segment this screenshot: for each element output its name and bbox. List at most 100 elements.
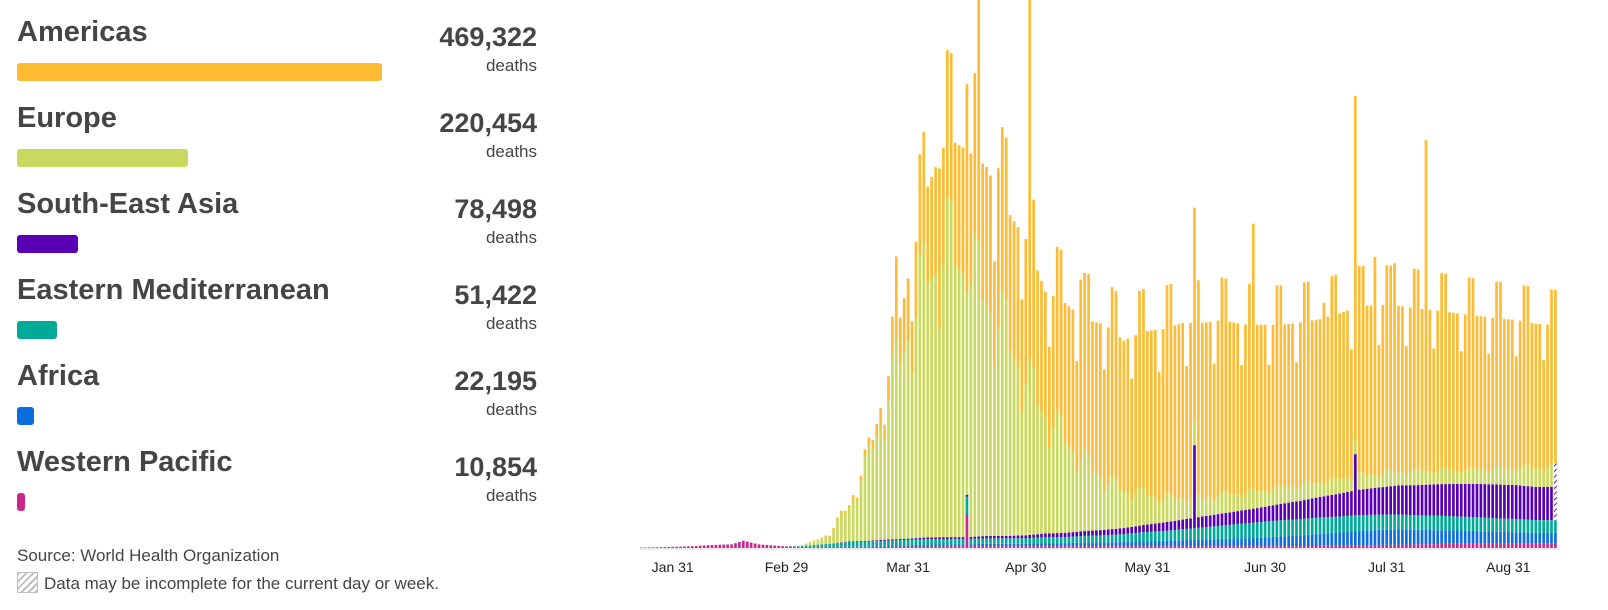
bar-em-day-92 <box>914 539 918 546</box>
bar-eu-day-216 <box>1401 472 1404 486</box>
region-unit: deaths <box>485 486 537 505</box>
bar-eu-day-138 <box>1095 474 1098 531</box>
bar-am-day-66 <box>812 540 816 542</box>
bar-em-day-164 <box>1197 527 1200 540</box>
bar-eu-day-175 <box>1240 497 1243 511</box>
bar-sea-day-232 <box>1463 483 1467 517</box>
bar-sea-day-115 <box>1004 535 1008 539</box>
bar-em-day-171 <box>1224 525 1228 539</box>
bar-wp-day-92 <box>914 546 918 548</box>
bar-eu-day-183 <box>1271 489 1275 506</box>
bar-em-day-85 <box>887 540 890 546</box>
bar-am-day-135 <box>1083 272 1086 450</box>
bar-em-day-104 <box>961 538 965 545</box>
bar-wp-day-187 <box>1287 546 1290 548</box>
bar-em-day-211 <box>1381 514 1385 530</box>
bar-eu-day-118 <box>1016 367 1020 536</box>
bar-wp-day-184 <box>1275 546 1279 548</box>
bar-sea-day-243 <box>1507 484 1510 519</box>
bar-sea-day-99 <box>942 537 945 539</box>
bar-af-day-162 <box>1189 539 1192 547</box>
bar-em-day-88 <box>898 540 902 546</box>
bar-af-day-213 <box>1389 529 1392 545</box>
bar-af-day-144 <box>1118 542 1122 547</box>
bar-af-day-217 <box>1405 529 1408 545</box>
bar-sea-day-124 <box>1040 533 1043 538</box>
bar-sea-day-213 <box>1389 486 1392 515</box>
bar-wp-day-203 <box>1350 545 1353 548</box>
bar-em-day-226 <box>1440 515 1443 531</box>
bar-eu-day-221 <box>1420 471 1424 485</box>
bar-wp-day-45 <box>730 544 733 548</box>
bar-em-day-222 <box>1424 515 1428 530</box>
bar-wp-day-244 <box>1510 543 1514 548</box>
bar-af-day-239 <box>1491 531 1494 544</box>
bar-wp-day-35 <box>691 546 694 548</box>
bar-am-day-224 <box>1432 348 1436 475</box>
bar-af-day-185 <box>1279 536 1283 547</box>
bar-eu-day-228 <box>1448 470 1451 485</box>
bar-af-day-123 <box>1036 543 1039 547</box>
bar-em-day-218 <box>1408 514 1412 530</box>
bar-sea-day-76 <box>851 541 855 542</box>
bar-am-day-212 <box>1385 265 1389 471</box>
bar-af-day-218 <box>1408 529 1412 545</box>
bar-em-day-127 <box>1051 537 1055 544</box>
bar-sea-day-149 <box>1138 525 1141 533</box>
bar-af-day-83 <box>879 545 882 547</box>
bar-eu-day-206 <box>1361 472 1365 490</box>
bar-em-day-201 <box>1342 516 1345 532</box>
bar-eu-day-91 <box>910 374 914 539</box>
bar-af-day-150 <box>1142 541 1145 547</box>
bar-eu-day-179 <box>1255 491 1259 509</box>
bar-sea-day-111 <box>989 535 992 539</box>
region-name: Europe <box>17 102 117 134</box>
bar-wp-day-77 <box>855 546 859 548</box>
bar-am-day-131 <box>1067 306 1071 447</box>
bar-eu-day-177 <box>1248 488 1251 510</box>
bar-eu-day-127 <box>1051 428 1055 534</box>
bar-eu-day-75 <box>847 508 851 542</box>
bar-em-day-206 <box>1361 514 1365 531</box>
bar-am-day-178 <box>1252 223 1255 489</box>
bar-wp-day-84 <box>883 546 886 548</box>
bar-sea-day-121 <box>1028 534 1032 539</box>
bar-wp-day-148 <box>1134 546 1137 548</box>
bar-eu-day-105 <box>965 291 969 495</box>
bar-af-day-236 <box>1479 531 1483 544</box>
bar-em-day-181 <box>1263 521 1267 538</box>
bar-sea-day-206 <box>1361 489 1365 515</box>
bar-eu-day-194 <box>1314 483 1318 498</box>
bar-wp-day-128 <box>1055 546 1059 548</box>
bar-am-day-234 <box>1471 278 1475 468</box>
bar-am-day-231 <box>1459 351 1463 474</box>
bar-wp-day-109 <box>981 546 984 548</box>
bar-wp-day-254 <box>1550 543 1553 548</box>
region-name: Eastern Mediterranean <box>17 274 330 306</box>
bar-em-day-246 <box>1518 519 1522 533</box>
bar-af-day-224 <box>1432 530 1436 545</box>
bar-eu-day-72 <box>836 519 839 543</box>
bar-af-day-233 <box>1467 530 1471 544</box>
bar-sea-day-148 <box>1134 526 1137 533</box>
bar-wp-day-117 <box>1012 546 1016 548</box>
bar-wp-day-222 <box>1424 544 1428 548</box>
bar-wp-day-179 <box>1255 546 1259 548</box>
bar-eu-day-192 <box>1306 481 1310 500</box>
bar-em-day-203 <box>1350 515 1353 532</box>
bar-af-day-122 <box>1032 543 1035 547</box>
bar-am-day-225 <box>1436 310 1440 471</box>
bar-af-day-143 <box>1114 542 1118 547</box>
bar-wp-day-78 <box>859 546 863 548</box>
bar-am-day-94 <box>922 131 926 242</box>
bar-wp-day-105 <box>965 515 969 548</box>
bar-af-day-171 <box>1224 538 1228 547</box>
bar-sea-day-248 <box>1526 486 1530 520</box>
bar-eu-day-67 <box>816 540 820 545</box>
bar-sea-day-106 <box>969 536 973 539</box>
bar-em-day-83 <box>879 540 882 546</box>
bar-am-day-205 <box>1357 266 1361 473</box>
bar-wp-day-229 <box>1452 543 1455 548</box>
bar-eu-day-150 <box>1142 488 1145 526</box>
bar-wp-day-30 <box>671 546 675 548</box>
